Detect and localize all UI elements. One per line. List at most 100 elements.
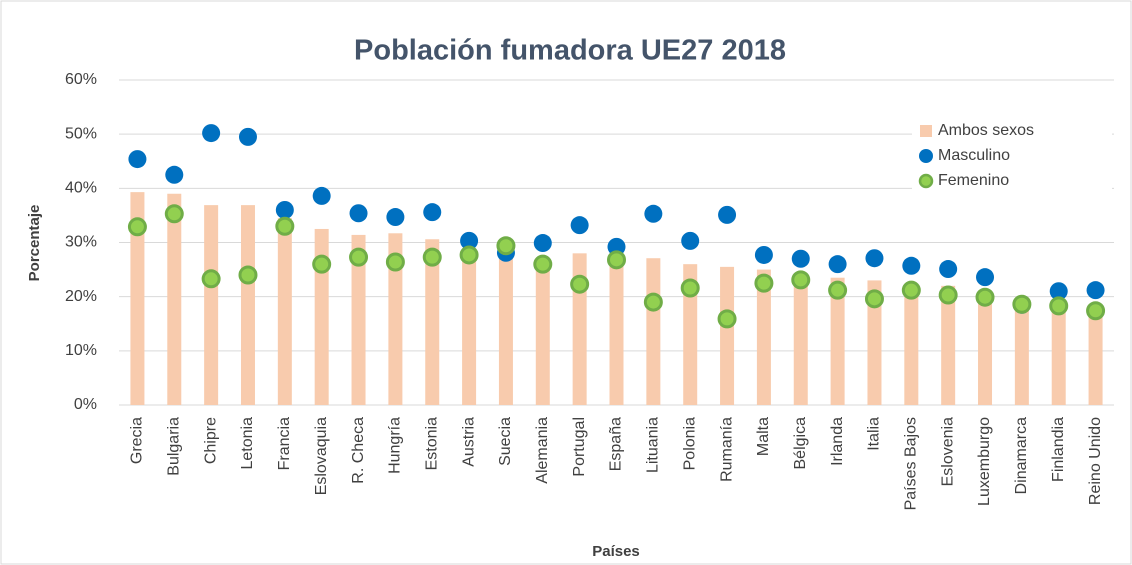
dot bbox=[791, 270, 811, 290]
bar bbox=[756, 269, 771, 405]
bar bbox=[388, 233, 403, 405]
legend-swatch bbox=[920, 125, 932, 137]
dot bbox=[828, 255, 847, 274]
dot bbox=[312, 186, 331, 205]
dot bbox=[201, 269, 221, 289]
chart-title: Población fumadora UE27 2018 bbox=[354, 35, 786, 67]
bar bbox=[167, 193, 182, 405]
y-axis-label: Porcentaje bbox=[26, 205, 43, 282]
bar bbox=[646, 258, 661, 405]
legend-label: Ambos sexos bbox=[938, 122, 1034, 139]
y-tick-label: 0% bbox=[74, 396, 97, 413]
legend: Ambos sexos Masculino Femenino bbox=[912, 115, 1112, 197]
dot bbox=[643, 292, 663, 312]
x-tick-label: Reino Unido bbox=[1087, 417, 1104, 505]
y-tick-label: 50% bbox=[65, 125, 97, 142]
dot bbox=[459, 245, 479, 265]
x-tick-label: Finlandia bbox=[1050, 417, 1067, 482]
y-tick-label: 20% bbox=[65, 288, 97, 305]
x-tick-label: Estonia bbox=[423, 417, 440, 470]
dot bbox=[202, 124, 221, 143]
dot bbox=[275, 201, 294, 219]
dot bbox=[754, 245, 773, 264]
dot bbox=[127, 217, 147, 237]
bar bbox=[1088, 312, 1103, 405]
dot bbox=[791, 249, 810, 268]
x-tick-label: Rumanía bbox=[718, 417, 735, 482]
x-tick-label: Bulgaria bbox=[165, 417, 182, 476]
bar bbox=[535, 258, 550, 405]
bar bbox=[130, 192, 145, 405]
y-tick-label: 60% bbox=[65, 71, 97, 88]
dot bbox=[1086, 301, 1106, 321]
dot bbox=[422, 247, 442, 267]
x-tick-label: Lituania bbox=[645, 417, 662, 473]
bar bbox=[277, 218, 292, 405]
dot bbox=[496, 236, 516, 256]
dot bbox=[939, 260, 958, 279]
bar bbox=[1051, 302, 1066, 405]
dot bbox=[718, 205, 737, 224]
x-tick-label: Suecia bbox=[497, 417, 514, 466]
x-tick-label: R. Checa bbox=[350, 417, 367, 484]
dot bbox=[902, 256, 921, 275]
y-tick-label: 30% bbox=[65, 234, 97, 251]
dot bbox=[717, 309, 737, 329]
dot bbox=[386, 208, 405, 227]
x-tick-label: Portugal bbox=[571, 417, 588, 477]
bar bbox=[240, 205, 255, 405]
legend-box bbox=[912, 115, 1112, 197]
x-tick-label: Irlanda bbox=[829, 417, 846, 466]
bar bbox=[351, 234, 366, 405]
dot bbox=[865, 249, 884, 268]
dot bbox=[533, 254, 553, 274]
x-tick-label: Chipre bbox=[202, 417, 219, 464]
x-tick-label: Alemania bbox=[534, 417, 551, 484]
dot bbox=[349, 204, 368, 223]
bar bbox=[830, 277, 845, 405]
x-tick-label: España bbox=[608, 417, 625, 471]
bar bbox=[904, 285, 919, 405]
x-tick-label: Malta bbox=[755, 417, 772, 456]
dot bbox=[938, 285, 958, 305]
x-tick-label: Luxemburgo bbox=[976, 417, 993, 506]
dot bbox=[607, 250, 626, 270]
dot bbox=[864, 289, 884, 309]
legend-label: Masculino bbox=[938, 147, 1010, 164]
dot bbox=[681, 231, 700, 250]
legend-swatch bbox=[918, 173, 934, 189]
dot bbox=[1049, 296, 1069, 316]
x-axis-label: Países bbox=[592, 543, 640, 560]
x-tick-label: Francia bbox=[276, 417, 293, 470]
x-tick-label: Polonia bbox=[681, 417, 698, 470]
x-tick-label: Austria bbox=[460, 417, 477, 467]
dot bbox=[828, 280, 848, 300]
dot bbox=[164, 204, 184, 224]
bar bbox=[609, 258, 624, 405]
bar bbox=[720, 266, 735, 405]
dot bbox=[570, 216, 589, 235]
bar bbox=[941, 285, 956, 405]
bar bbox=[462, 250, 477, 405]
dot bbox=[165, 165, 184, 184]
dot bbox=[1049, 282, 1068, 301]
x-tick-label: Países Bajos bbox=[903, 417, 920, 510]
y-tick-label: 10% bbox=[65, 342, 97, 359]
dot bbox=[644, 204, 663, 223]
legend-swatch bbox=[919, 149, 933, 163]
bar bbox=[867, 280, 882, 405]
dot bbox=[901, 280, 921, 300]
dot bbox=[238, 265, 258, 285]
x-tick-label: Hungría bbox=[387, 417, 404, 474]
legend-label: Femenino bbox=[938, 172, 1009, 189]
y-tick-label: 40% bbox=[65, 180, 97, 197]
x-tick-label: Eslovaquia bbox=[313, 417, 330, 495]
bar bbox=[204, 205, 219, 405]
dot bbox=[275, 216, 295, 236]
x-tick-label: Italia bbox=[866, 417, 883, 451]
bar bbox=[978, 291, 993, 405]
dot bbox=[975, 287, 995, 307]
x-tick-label: Bélgica bbox=[792, 417, 809, 470]
